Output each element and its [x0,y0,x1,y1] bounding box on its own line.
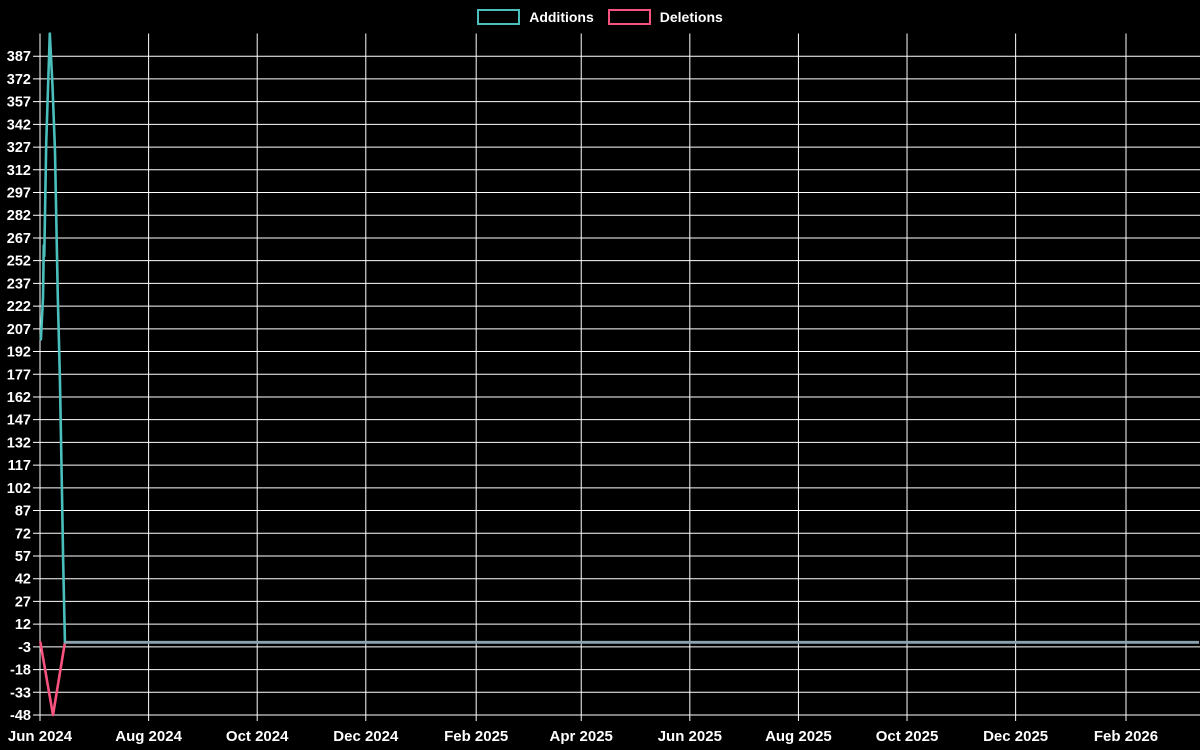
legend-label-deletions: Deletions [659,9,723,25]
y-tick-label: 27 [15,594,31,610]
x-tick-label: Jun 2025 [658,728,722,745]
y-tick-label: 357 [7,95,31,111]
x-tick-label: Jun 2024 [8,728,73,745]
deletions-line [39,641,67,717]
y-tick-label: 282 [7,208,31,224]
y-tick-label: 192 [7,345,31,361]
y-tick-label: 327 [7,140,31,156]
x-tick-label: Feb 2025 [444,728,508,745]
y-tick-label: 267 [7,231,31,247]
y-tick-label: 297 [7,186,31,202]
y-tick-label: -33 [10,685,31,701]
deletions-swatch-icon [607,9,651,25]
y-tick-label: 162 [7,390,31,406]
legend-label-additions: Additions [529,9,594,25]
y-tick-label: 207 [7,322,31,338]
x-tick-label: Dec 2025 [983,728,1048,745]
x-tick-label: Dec 2024 [333,728,399,745]
y-tick-label: 132 [7,435,31,451]
axis-tick-labels: 387 372 357 342 327 312 297 282 267 252 237 222 207 1… [7,49,1158,745]
additions-swatch-icon [477,9,521,25]
y-tick-label: 72 [15,526,31,542]
y-tick-label: 252 [7,254,31,270]
y-tick-label: -48 [10,708,31,724]
series-lines [39,32,1199,717]
x-tick-label: Aug 2024 [115,728,182,745]
x-tick-label: Apr 2025 [550,728,613,745]
x-tick-label: Aug 2025 [765,728,832,745]
gridlines [33,33,1200,721]
x-tick-label: Oct 2025 [876,728,939,745]
x-tick-label: Oct 2024 [226,728,289,745]
legend-item-additions[interactable]: Additions [477,9,594,25]
y-tick-label: 42 [15,572,31,588]
y-tick-label: 312 [7,163,31,179]
additions-line [39,32,67,644]
y-tick-label: 237 [7,276,31,292]
y-tick-label: 57 [15,549,31,565]
y-tick-label: 342 [7,117,31,133]
y-tick-label: 222 [7,299,31,315]
chart-legend: Additions Deletions [0,9,1200,25]
y-tick-label: 387 [7,49,31,65]
legend-item-deletions[interactable]: Deletions [607,9,723,25]
y-tick-label: 87 [15,504,31,520]
y-tick-label: 12 [15,617,31,633]
y-tick-label: -3 [18,640,31,656]
x-tick-label: Feb 2026 [1094,728,1158,745]
y-tick-label: 147 [7,413,31,429]
y-tick-label: 372 [7,72,31,88]
y-tick-label: -18 [10,663,31,679]
y-tick-label: 177 [7,367,31,383]
y-tick-label: 117 [8,458,31,474]
y-tick-label: 102 [7,481,31,497]
